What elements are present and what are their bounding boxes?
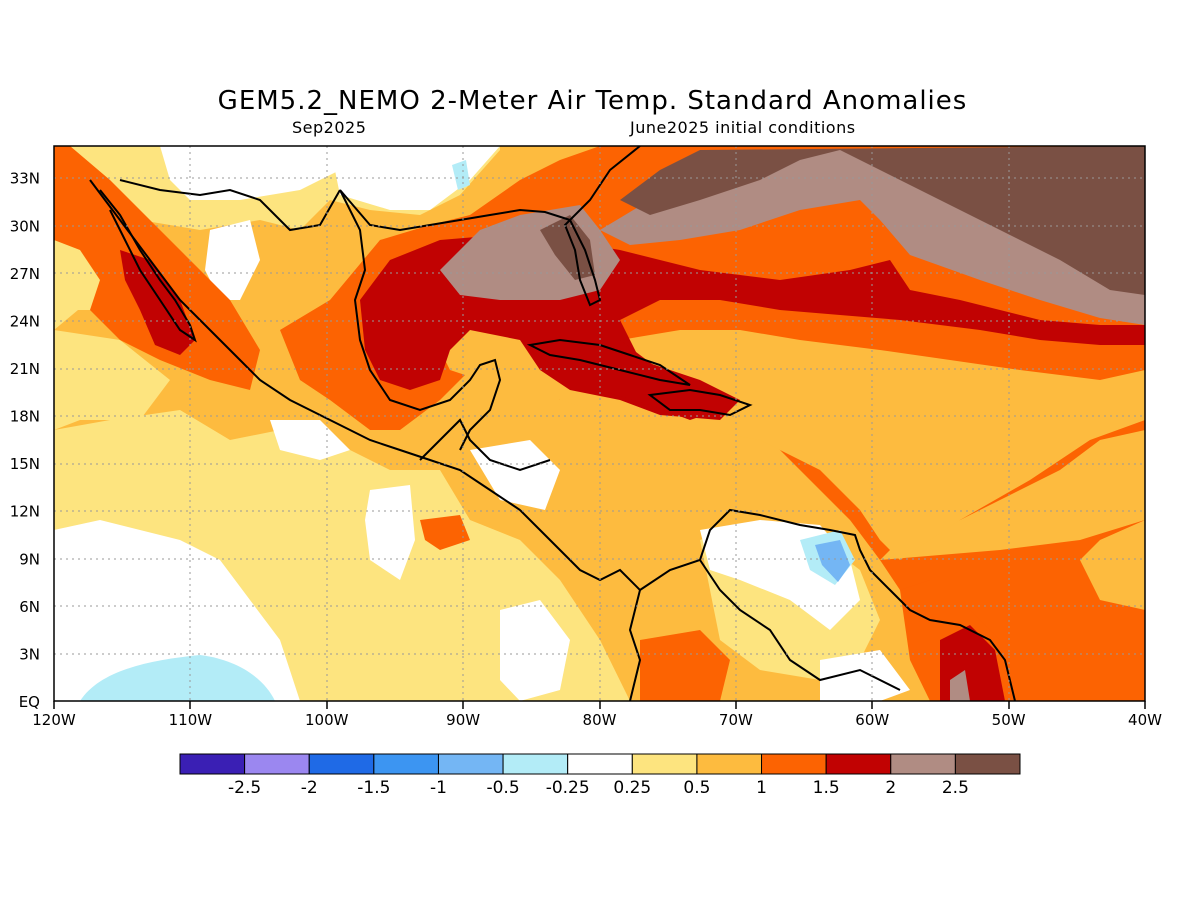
lon-tick-label: 110W <box>169 711 213 729</box>
legend-label: -1 <box>430 778 447 798</box>
lon-tick-label: 90W <box>446 711 480 729</box>
legend-label: 1 <box>756 778 767 798</box>
field-white-pacific1 <box>270 420 350 460</box>
valid-period-label: Sep2025 <box>292 118 367 137</box>
legend-label: 0.25 <box>613 778 651 798</box>
gridlines <box>54 146 1145 701</box>
coast-south-america <box>639 508 1016 701</box>
color-legend: -2.5 -2 -1.5 -1 -0.5 -0.25 0.25 0.5 1 1.5 2 2.5 <box>179 753 1021 798</box>
legend-swatch <box>567 753 633 775</box>
coast-gulf-mexico <box>339 189 502 451</box>
legend-swatch <box>373 753 439 775</box>
field-orange-pacific-small <box>420 515 470 550</box>
legend-swatch <box>890 753 956 775</box>
field-orange-mexico-inner <box>54 240 100 310</box>
lon-tick-label: 120W <box>32 711 76 729</box>
legend-label: -0.5 <box>486 778 519 798</box>
field-light-yellow-baja <box>54 330 170 430</box>
border-centam <box>419 418 551 472</box>
legend-swatch <box>761 753 827 775</box>
legend-swatch <box>502 753 569 775</box>
field-mauve-sa <box>950 670 970 701</box>
legend-label: 0.5 <box>683 778 710 798</box>
legend-swatch <box>696 753 763 775</box>
legend-label: -2 <box>301 778 318 798</box>
legend-label: 2 <box>885 778 896 798</box>
field-brown-florida <box>540 215 595 280</box>
lat-tick-label: 27N <box>10 265 40 283</box>
lat-tick-label: 6N <box>19 598 40 616</box>
lon-tick-label: 100W <box>305 711 349 729</box>
lon-tick-label: 70W <box>719 711 753 729</box>
field-white-north <box>160 146 340 200</box>
init-conditions-label: June2025 initial conditions <box>630 118 856 137</box>
coast-hispaniola <box>647 388 753 417</box>
coast-mexico-pacific <box>89 179 642 701</box>
border-sa <box>699 559 901 691</box>
legend-swatch <box>308 753 375 775</box>
longitude-labels: 120W 110W 100W 90W 80W 70W 60W 50W 40W <box>32 711 1162 729</box>
lat-tick-label: 3N <box>19 645 40 663</box>
legend-swatch <box>437 753 504 775</box>
coastlines <box>89 146 1016 701</box>
lat-tick-label: 24N <box>10 312 40 330</box>
lon-tick-label: 40W <box>1128 711 1162 729</box>
lat-tick-label: EQ <box>19 693 40 711</box>
axis-ticks <box>53 701 1146 709</box>
field-white-sonora <box>205 220 260 300</box>
coast-baja <box>99 189 197 343</box>
field-white-southwest <box>54 520 300 701</box>
legend-swatch <box>631 753 698 775</box>
field-lightblue-louisiana <box>452 160 470 190</box>
lon-tick-label: 80W <box>583 711 617 729</box>
field-blue-venezuela <box>815 540 850 582</box>
legend-label: 2.5 <box>942 778 969 798</box>
field-lightblue-pacific <box>80 655 275 701</box>
lat-tick-label: 33N <box>10 170 40 188</box>
map-title: GEM5.2_NEMO 2-Meter Air Temp. Standard A… <box>217 86 968 116</box>
legend-label: -1.5 <box>357 778 390 798</box>
legend-label: -2.5 <box>228 778 261 798</box>
field-white-colombia <box>500 600 570 701</box>
border-us-mexico <box>119 179 341 232</box>
field-mid-atlantic-south <box>1080 520 1145 610</box>
lat-tick-label: 30N <box>10 217 40 235</box>
field-red-cuba <box>530 320 720 420</box>
legend-swatch <box>954 753 1021 775</box>
field-white-pacific2 <box>365 485 415 580</box>
lon-tick-label: 50W <box>992 711 1026 729</box>
coast-cuba <box>526 338 691 386</box>
lon-tick-label: 60W <box>855 711 889 729</box>
field-brown-atlantic <box>620 146 1145 295</box>
lat-tick-label: 21N <box>10 360 40 378</box>
latitude-labels: EQ 3N 6N 9N 12N 15N 18N 21N 24N 27N 30N 33N <box>10 170 40 711</box>
lat-tick-label: 12N <box>10 503 40 521</box>
field-white-sa-south <box>820 650 910 701</box>
field-white-centam <box>470 440 560 510</box>
lat-tick-label: 9N <box>19 550 40 568</box>
legend-swatch <box>825 753 892 775</box>
coast-gulf-north <box>339 146 641 307</box>
legend-label: 1.5 <box>813 778 840 798</box>
legend-swatch <box>244 753 310 775</box>
field-orange-colombia <box>640 630 730 701</box>
lat-tick-label: 18N <box>10 408 40 426</box>
lat-tick-label: 15N <box>10 455 40 473</box>
legend-label: -0.25 <box>546 778 590 798</box>
field-red-baja <box>120 250 195 355</box>
legend-swatch <box>179 753 246 775</box>
